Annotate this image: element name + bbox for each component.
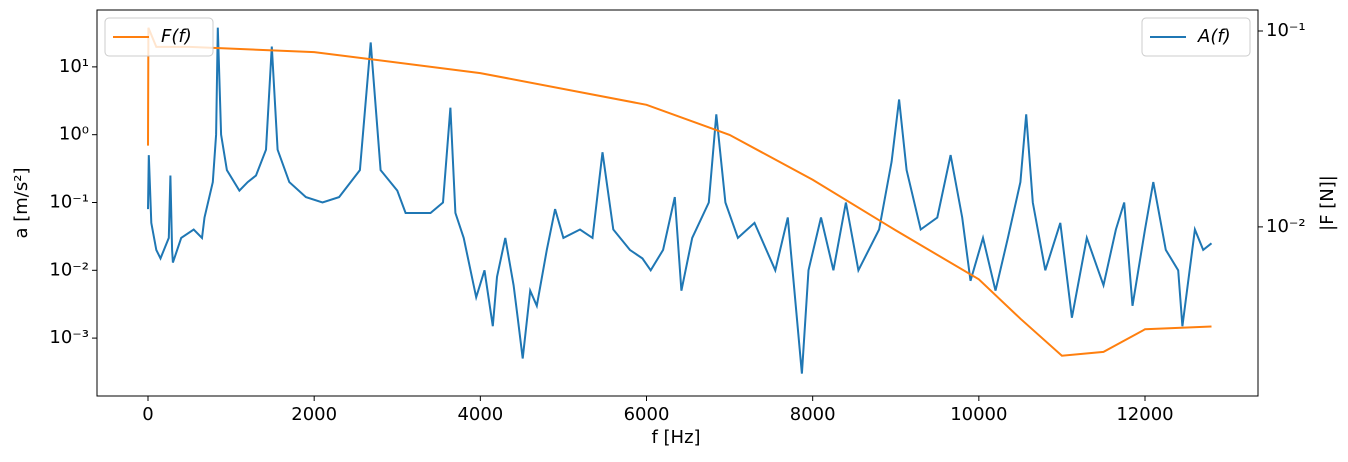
x-tick-label: 10000: [950, 404, 1007, 425]
y2-axis-label: |F [N]|: [1317, 175, 1338, 231]
x-tick-label: 12000: [1116, 404, 1173, 425]
y-tick-label: 10⁻¹: [1266, 20, 1306, 41]
y-tick-label: 10⁻³: [49, 327, 89, 348]
x-tick-label: 4000: [457, 404, 503, 425]
plot-frame: [96, 9, 1259, 397]
x-tick-label: 8000: [790, 404, 836, 425]
y-tick-label: 10⁻¹: [49, 191, 89, 212]
x-tick-label: 6000: [624, 404, 670, 425]
y-tick-label: 10⁰: [59, 124, 89, 145]
y-axis-label: a [m/s²]: [11, 168, 32, 239]
x-tick-label: 2000: [291, 404, 337, 425]
y-tick-label: 10⁻²: [1266, 216, 1306, 237]
x-tick-label: 0: [142, 404, 153, 425]
y-tick-label: 10¹: [59, 56, 89, 77]
x-axis-label: f [Hz]: [651, 427, 700, 448]
legend-label: F(f): [161, 26, 192, 47]
legend-label: A(f): [1197, 26, 1231, 47]
series-line: [147, 27, 1213, 374]
series-line: [147, 27, 1212, 357]
legend-box: [1141, 17, 1251, 57]
legend-box: [104, 17, 214, 57]
y-tick-label: 10⁻²: [49, 259, 89, 280]
